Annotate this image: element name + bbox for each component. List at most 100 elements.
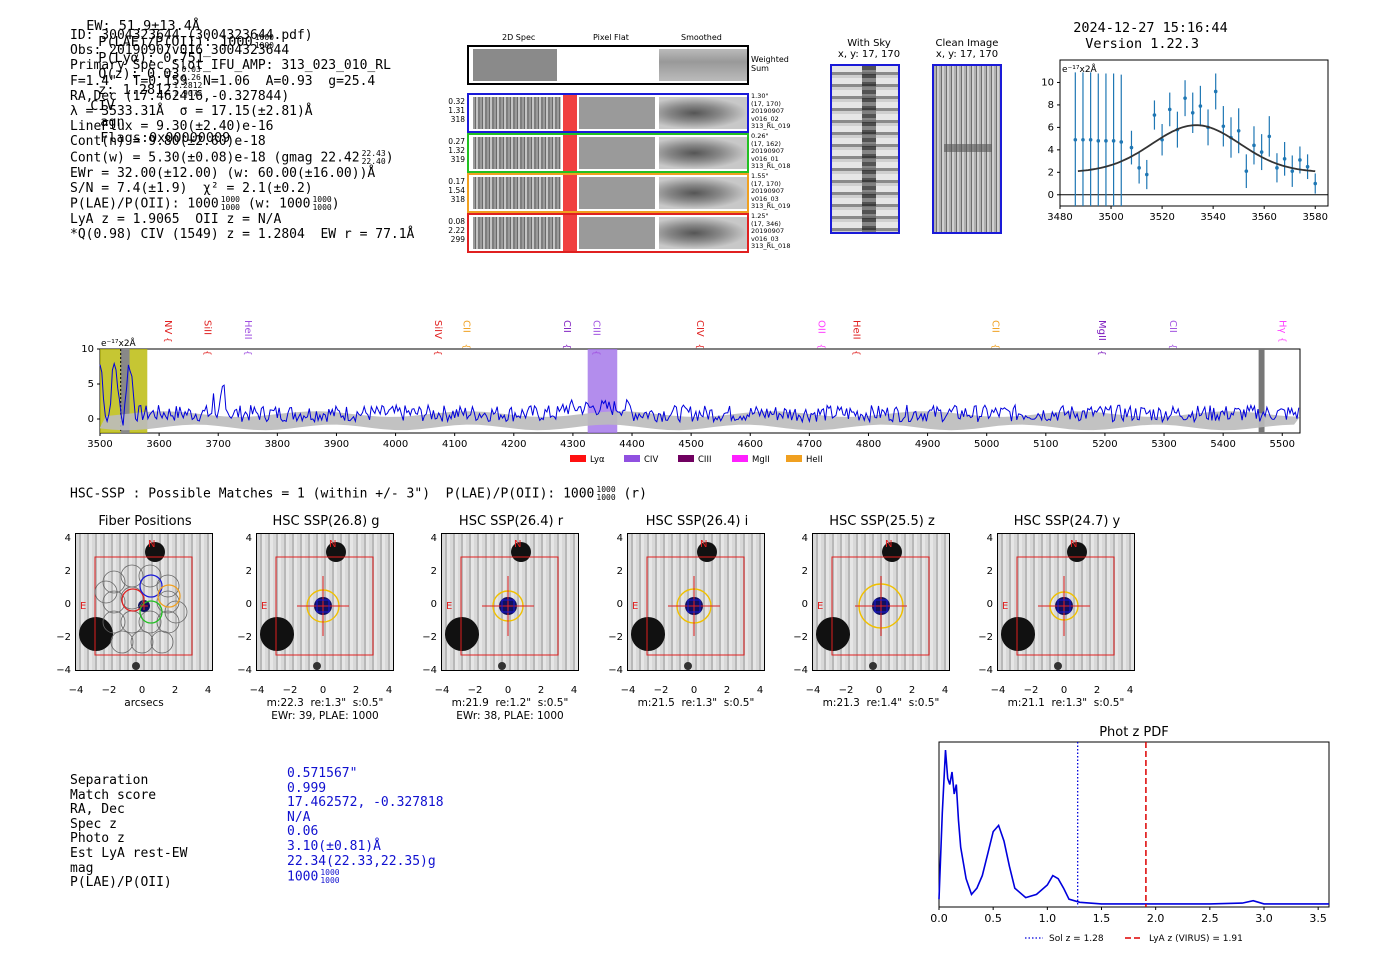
- panel-ytick-label: 0: [430, 599, 437, 610]
- spec-ytick-label: 0: [88, 414, 94, 425]
- cutout-row-meta: 1.55" (17, 170) 20190907 v016_03 313_RL_019: [751, 172, 795, 211]
- fit-xtick-label: 3540: [1200, 212, 1225, 223]
- panel-ytick-label: −2: [422, 632, 437, 643]
- panel-ytick-label: 2: [616, 566, 623, 577]
- cutout-divider: [655, 215, 658, 251]
- target-square: [687, 599, 701, 613]
- panel-xtick-label: 2: [1093, 685, 1101, 696]
- spec-line-label: NV: [162, 320, 173, 334]
- weighted-2d-cutout: [473, 49, 557, 81]
- fit-data-point: [1096, 139, 1101, 143]
- spec-unit-label: e⁻¹⁷x2Å: [101, 337, 137, 349]
- summary-header: EW: 51.9±13.4Å P(LAE)/P(OII): 1000 1000 10…: [70, 2, 274, 146]
- photz-legend-lya: LyA z (VIRUS) = 1.91: [1149, 934, 1243, 944]
- hsc-title-text: HSC-SSP : Possible Matches = 1 (within +…: [70, 486, 595, 502]
- class-label: agn: [100, 114, 125, 130]
- col-pixel-flat: Pixel Flat: [593, 33, 629, 42]
- panel-xtick-label: 0: [138, 685, 146, 696]
- label-separation: Separation: [70, 773, 149, 788]
- spec-xtick-label: 3800: [265, 439, 290, 450]
- spec-xtick-label: 4900: [915, 439, 940, 450]
- cutout-flat-mask: [563, 175, 577, 211]
- spec-xtick-label: 5100: [1033, 439, 1058, 450]
- info-lambda: λ = 3533.31Å σ = 17.15(±2.81)Å: [70, 104, 313, 120]
- target-square: [874, 599, 888, 613]
- spec-line-bracket: {: [990, 344, 1000, 350]
- value-spec-z: N/A: [287, 809, 311, 825]
- label-radec: RA, Dec: [70, 802, 125, 818]
- hsc-title: HSC-SSP : Possible Matches = 1 (within +…: [70, 486, 647, 502]
- panel-ytick-label: 0: [986, 599, 993, 610]
- panel-xtick-label: 0: [875, 685, 883, 696]
- panel-caption: m:21.5 re:1.3" s:0.5": [637, 697, 755, 709]
- star-faint: [313, 662, 321, 670]
- cutout-row-frame: [467, 213, 749, 253]
- panel-xtick-label: −2: [653, 685, 669, 696]
- fiber-green: [139, 600, 163, 624]
- panel-xtick-label: 4: [570, 685, 578, 696]
- fiber-circle: [156, 610, 180, 634]
- panel-caption: m:21.1 re:1.3" s:0.5": [1007, 697, 1125, 709]
- fiber-circle: [156, 574, 180, 598]
- spec-ytick-label: 5: [88, 379, 94, 390]
- cutout-meta-line: 20190907: [751, 187, 785, 196]
- cutout-meta-line: 1.30": [751, 92, 769, 100]
- cutout-meta-line: v016_03: [751, 194, 779, 203]
- fit-xtick-label: 3500: [1098, 212, 1123, 223]
- info-sn: S/N = 7.4(±1.9) χ² = 2.1(±0.2): [70, 180, 313, 196]
- fit-xtick-label: 3520: [1149, 212, 1174, 223]
- star-faint: [1054, 662, 1062, 670]
- north-label: N: [1070, 539, 1077, 550]
- cutout-stat: 2.22: [448, 226, 465, 235]
- fit-data-point: [1190, 110, 1195, 115]
- cutout-stat: 318: [450, 115, 465, 124]
- spec-legend-swatch: [624, 455, 640, 462]
- panel-xtick-label: 2: [908, 685, 916, 696]
- value-radec: 17.462572, -0.327818: [287, 795, 444, 811]
- cutout-2d-spec: [473, 137, 561, 169]
- weighted-smoothed-cutout: [659, 49, 747, 81]
- fit-unit-label: e⁻¹⁷x2Å: [1062, 63, 1098, 75]
- timestamp: 2024-12-27 15:16:44: [1073, 20, 1228, 36]
- fit-data-point: [1144, 172, 1149, 177]
- match-box: [646, 556, 745, 656]
- match-labels: Separation Match score RA, Dec Spec z Ph…: [70, 773, 187, 891]
- panel-xtick-label: −2: [838, 685, 854, 696]
- spec-legend-label: HeII: [806, 455, 823, 465]
- panel-ytick-label: 4: [64, 533, 71, 544]
- flags-value: Flags:0x00000009: [100, 130, 231, 146]
- panel-xtick-label: 0: [319, 685, 327, 696]
- panel-caption-2: EWr: 38, PLAE: 1000: [456, 710, 564, 722]
- spec-line-label: CII: [990, 320, 1001, 333]
- panel-ytick-label: 4: [616, 533, 623, 544]
- fit-data-point: [1244, 169, 1249, 173]
- panel-xtick-label: −2: [101, 685, 117, 696]
- fit-data-point: [1152, 113, 1157, 117]
- fiber-circle: [138, 564, 162, 588]
- star-faint: [132, 662, 140, 670]
- fiber-circle: [94, 580, 118, 604]
- panel-overlay: NE: [445, 539, 559, 670]
- spec-xtick-label: 3500: [87, 439, 112, 450]
- east-label: E: [817, 601, 823, 612]
- cutout-stat: 299: [450, 235, 465, 244]
- cutout-stat: 319: [450, 155, 465, 164]
- fit-xtick-label: 3580: [1303, 212, 1328, 223]
- panel-xtick-label: 2: [352, 685, 360, 696]
- cutout-meta-line: 313_RL_018: [751, 162, 791, 171]
- version: Version 1.22.3: [1085, 36, 1200, 52]
- match-box: [831, 556, 930, 656]
- photz-legend-sol: Sol z = 1.28: [1049, 934, 1104, 944]
- fiber-circle: [150, 630, 174, 654]
- cutout-divider: [655, 135, 658, 171]
- cutout-pixel-flat: [579, 217, 655, 249]
- with-sky-coords: x, y: 17, 170: [837, 49, 901, 60]
- spec-xtick-label: 4800: [856, 439, 881, 450]
- star-bright: [260, 617, 294, 651]
- cutout-2d-spec: [473, 177, 561, 209]
- fit-data-point: [1073, 137, 1078, 142]
- spec-xtick-label: 4600: [738, 439, 763, 450]
- panel-xtick-label: 4: [941, 685, 949, 696]
- with-sky-label: With Sky: [847, 38, 891, 49]
